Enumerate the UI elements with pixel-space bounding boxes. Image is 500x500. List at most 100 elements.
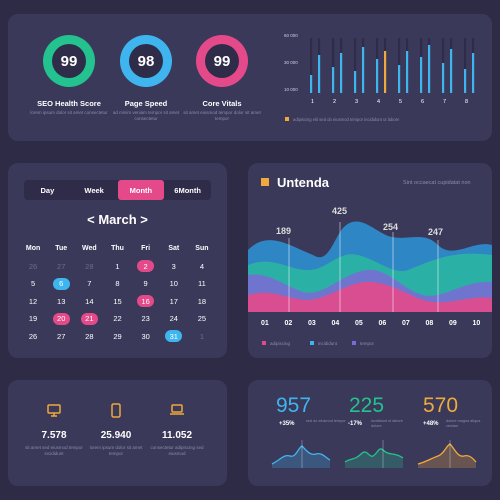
calendar-day-label: 24 [169, 314, 178, 324]
bar-5-2 [406, 51, 409, 93]
area-x-tick-07: 07 [402, 320, 410, 327]
kpi-pct-2: -17% [348, 421, 363, 427]
weekday-header: Sun [195, 245, 209, 253]
calendar-day[interactable]: 30 [132, 328, 160, 346]
legend-swatch [285, 117, 289, 121]
calendar-day-label: 12 [28, 296, 38, 306]
calendar-day[interactable]: 7 [75, 275, 103, 293]
area-x-tick-04: 04 [332, 320, 340, 327]
calendar-day[interactable]: 2 [132, 258, 160, 276]
calendar-day[interactable]: 19 [19, 310, 47, 328]
calendar-day[interactable]: 25 [188, 310, 216, 328]
vitals-gauge[interactable]: 99 [196, 35, 248, 87]
kpi-sparkline-3 [417, 440, 477, 468]
weekday-header: Fri [141, 245, 151, 253]
bar-x-tick-1: 1 [311, 99, 314, 105]
calendar-day[interactable]: 12 [19, 293, 47, 311]
seo-title: SEO Health Score [37, 99, 101, 108]
calendar-day[interactable]: 10 [160, 275, 188, 293]
calendar-day[interactable]: 8 [103, 275, 131, 293]
calendar-day-label: 9 [143, 279, 148, 289]
speed-score: 98 [129, 44, 163, 78]
calendar-day[interactable]: 22 [103, 310, 131, 328]
calendar-day[interactable]: 18 [188, 293, 216, 311]
calendar-day[interactable]: 27 [47, 258, 75, 276]
calendar-day[interactable]: 21 [75, 310, 103, 328]
calendar-day[interactable]: 14 [75, 293, 103, 311]
calendar-day[interactable]: 16 [132, 293, 160, 311]
bar-7-1 [442, 63, 445, 93]
bar-x-tick-5: 5 [399, 99, 402, 105]
calendar-day-label: 30 [141, 331, 150, 341]
calendar-day[interactable]: 6 [47, 275, 75, 293]
kpi-card [248, 380, 492, 486]
calendar-day[interactable]: 5 [19, 275, 47, 293]
month-navigator[interactable]: < March > [87, 212, 148, 227]
kpi-value-1: 957 [276, 394, 312, 417]
calendar-day[interactable]: 31 [160, 328, 188, 346]
calendar-day[interactable]: 26 [19, 258, 47, 276]
kpi-sparkline-2 [344, 440, 404, 468]
kpi-desc-2: incididunt ut labore dolore [371, 419, 403, 429]
calendar-day[interactable]: 28 [75, 258, 103, 276]
calendar-day-label: 4 [199, 261, 204, 271]
calendar-day[interactable]: 11 [188, 275, 216, 293]
calendar-day[interactable]: 23 [132, 310, 160, 328]
calendar-day[interactable]: 17 [160, 293, 188, 311]
tab-month[interactable]: Month [117, 180, 165, 200]
calendar-day[interactable]: 13 [47, 293, 75, 311]
calendar-day[interactable]: 4 [188, 258, 216, 276]
speed-gauge[interactable]: 98 [120, 35, 172, 87]
tab-day[interactable]: Day [40, 185, 55, 195]
calendar-day[interactable]: 29 [103, 328, 131, 346]
bar-4-1 [376, 59, 379, 93]
laptop-icon [170, 404, 184, 415]
bar-8-1 [464, 69, 467, 93]
kpi-value-2: 225 [349, 394, 385, 417]
calendar-day-label: 17 [169, 296, 178, 306]
calendar-day-label: 28 [85, 331, 94, 341]
calendar-day-label: 29 [113, 331, 122, 341]
tab-week[interactable]: Week [84, 185, 104, 195]
kpi-sparkline-1 [271, 440, 331, 468]
peak-label-425: 425 [332, 206, 347, 216]
calendar-day[interactable]: 1 [188, 328, 216, 346]
weekday-header: Sat [168, 245, 180, 253]
calendar-day[interactable]: 26 [19, 328, 47, 346]
tab-6month[interactable]: 6Month [174, 185, 201, 195]
bar-x-tick-6: 6 [421, 99, 424, 105]
calendar-day[interactable]: 24 [160, 310, 188, 328]
area-chart: 189 425 254 247 01 02 03 04 05 06 07 08 09 10 adi… [248, 206, 492, 346]
calendar-day-label: 28 [85, 261, 94, 271]
calendar-day-label: 26 [28, 261, 38, 271]
calendar-day-label: 1 [115, 261, 120, 271]
kpi-pct-1: +35% [279, 421, 295, 427]
area-x-tick-06: 06 [379, 320, 387, 327]
view-tabs: Day Week Month 6Month [24, 180, 211, 200]
seo-gauge[interactable]: 99 [43, 35, 95, 87]
laptop-desc: consectetur adipiscing sed eiusmod [150, 445, 204, 457]
bar-chart: 60 000 30 000 10 000 1 2 3 4 5 6 7 8 adipiscing… [284, 33, 475, 122]
calendar-day[interactable]: 28 [75, 328, 103, 346]
calendar-day-label: 21 [80, 312, 98, 325]
area-chart-subtitle: Sint occaecat cupidatat non [403, 180, 471, 186]
calendar-day[interactable]: 15 [103, 293, 131, 311]
bar-2-1 [332, 67, 335, 93]
calendar-day-label: 16 [137, 295, 155, 308]
calendar-day-label: 23 [141, 314, 150, 324]
calendar-day[interactable]: 20 [47, 310, 75, 328]
kpi-pct-3: +48% [423, 421, 439, 427]
bar-x-tick-7: 7 [443, 99, 446, 105]
kpi-value-3: 570 [423, 394, 459, 417]
peak-label-247: 247 [428, 227, 443, 237]
kpi-desc-3: dolore magna aliqua veniam [446, 419, 481, 429]
calendar-day-label: 27 [57, 331, 66, 341]
calendar-day-label: 14 [85, 296, 94, 306]
calendar-day[interactable]: 3 [160, 258, 188, 276]
calendar-day[interactable]: 1 [103, 258, 131, 276]
calendar-day[interactable]: 27 [47, 328, 75, 346]
calendar-day-label: 26 [28, 331, 38, 341]
calendar-day-label: 11 [198, 279, 206, 289]
bar-6-1 [420, 57, 423, 93]
calendar-day[interactable]: 9 [132, 275, 160, 293]
